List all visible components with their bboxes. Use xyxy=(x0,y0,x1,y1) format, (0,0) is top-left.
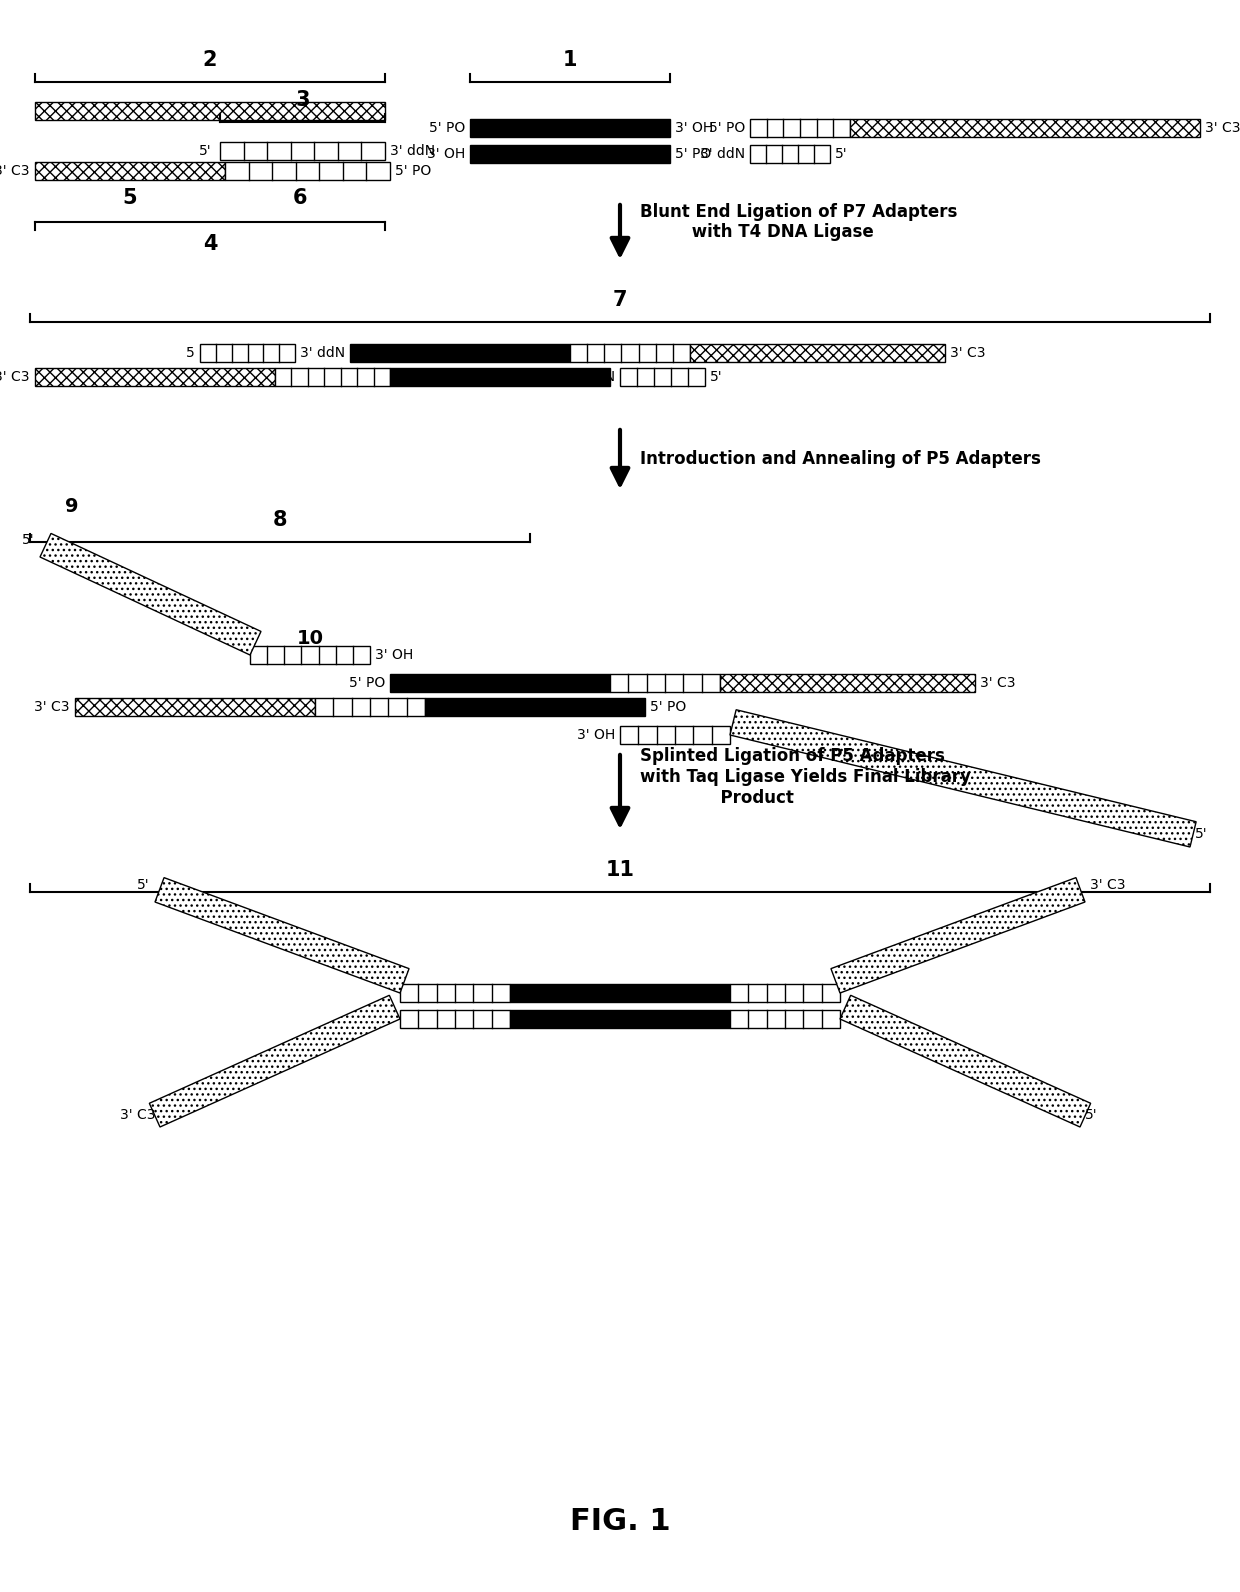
Bar xyxy=(224,162,391,180)
Bar xyxy=(275,368,391,385)
Text: 3' ddN: 3' ddN xyxy=(300,345,345,360)
Text: 3' C3: 3' C3 xyxy=(0,369,30,384)
Text: 5' PO: 5' PO xyxy=(348,677,384,689)
Text: 5' PO: 5' PO xyxy=(709,121,745,135)
Bar xyxy=(200,344,295,361)
Text: 3' ddN: 3' ddN xyxy=(391,143,435,158)
Text: 5': 5' xyxy=(711,369,723,384)
Bar xyxy=(250,646,370,664)
Bar xyxy=(35,162,224,180)
Bar xyxy=(35,368,275,385)
Text: 5: 5 xyxy=(186,345,195,360)
Text: 3' OH: 3' OH xyxy=(427,146,465,161)
Bar xyxy=(730,1009,839,1028)
Bar xyxy=(470,145,670,162)
Bar xyxy=(620,368,706,385)
Bar xyxy=(315,697,425,716)
Text: 11: 11 xyxy=(605,860,635,880)
Text: 3' C3: 3' C3 xyxy=(1205,121,1240,135)
Bar xyxy=(35,102,384,119)
Text: 3' C3: 3' C3 xyxy=(1090,877,1126,892)
Text: 5' PO: 5' PO xyxy=(396,164,432,178)
Text: 7: 7 xyxy=(613,290,627,310)
Text: 3' C3: 3' C3 xyxy=(0,164,30,178)
Text: 8: 8 xyxy=(273,509,288,530)
Text: 5' PO: 5' PO xyxy=(675,146,712,161)
Text: 5' PO: 5' PO xyxy=(429,121,465,135)
Text: 9: 9 xyxy=(64,497,78,516)
Text: 5': 5' xyxy=(1195,828,1208,841)
Text: 3' OH: 3' OH xyxy=(577,728,615,742)
Text: 4: 4 xyxy=(203,234,217,255)
Text: 3: 3 xyxy=(295,91,310,110)
Text: 3' C3: 3' C3 xyxy=(950,345,986,360)
Text: 3' OH: 3' OH xyxy=(374,648,413,662)
Bar xyxy=(391,368,610,385)
Bar xyxy=(730,984,839,1001)
Polygon shape xyxy=(155,877,409,993)
Text: 5: 5 xyxy=(123,188,138,209)
Bar xyxy=(750,145,830,162)
Text: 5': 5' xyxy=(22,533,35,548)
Bar xyxy=(849,119,1200,137)
Bar xyxy=(750,119,849,137)
Text: 6: 6 xyxy=(293,188,308,209)
Bar xyxy=(620,726,730,743)
Bar xyxy=(391,673,610,693)
Text: 2: 2 xyxy=(203,49,217,70)
Bar xyxy=(689,344,945,361)
Polygon shape xyxy=(149,995,401,1127)
Bar xyxy=(219,142,384,161)
Text: 5': 5' xyxy=(1085,1108,1097,1122)
Text: 5': 5' xyxy=(138,877,150,892)
Bar xyxy=(470,119,670,137)
Text: 3' C3: 3' C3 xyxy=(119,1108,155,1122)
Bar xyxy=(401,984,510,1001)
Text: 1: 1 xyxy=(563,49,578,70)
Bar xyxy=(510,984,730,1001)
Text: 5': 5' xyxy=(835,146,848,161)
Bar xyxy=(720,673,975,693)
Text: Splinted Ligation of P5 Adapters
with Taq Ligase Yields Final Library
          : Splinted Ligation of P5 Adapters with Ta… xyxy=(640,747,971,807)
Bar xyxy=(401,1009,510,1028)
Polygon shape xyxy=(839,995,1091,1127)
Bar xyxy=(570,344,689,361)
Text: Introduction and Annealing of P5 Adapters: Introduction and Annealing of P5 Adapter… xyxy=(640,451,1040,468)
Text: 3' ddN: 3' ddN xyxy=(699,146,745,161)
Polygon shape xyxy=(730,710,1197,847)
Polygon shape xyxy=(40,533,260,654)
Bar xyxy=(510,1009,730,1028)
Text: FIG. 1: FIG. 1 xyxy=(569,1508,671,1536)
Bar xyxy=(350,344,570,361)
Text: 3' ddN: 3' ddN xyxy=(570,369,615,384)
Text: Blunt End Ligation of P7 Adapters
         with T4 DNA Ligase: Blunt End Ligation of P7 Adapters with T… xyxy=(640,202,957,242)
Text: 10: 10 xyxy=(296,629,324,648)
Bar xyxy=(610,673,720,693)
Text: 5' PO: 5' PO xyxy=(650,700,686,713)
Text: 3' C3: 3' C3 xyxy=(980,677,1016,689)
Polygon shape xyxy=(831,877,1085,993)
Bar xyxy=(74,697,315,716)
Bar xyxy=(425,697,645,716)
Text: 3' OH: 3' OH xyxy=(675,121,713,135)
Text: 3' C3: 3' C3 xyxy=(35,700,69,713)
Text: 5': 5' xyxy=(200,143,212,158)
